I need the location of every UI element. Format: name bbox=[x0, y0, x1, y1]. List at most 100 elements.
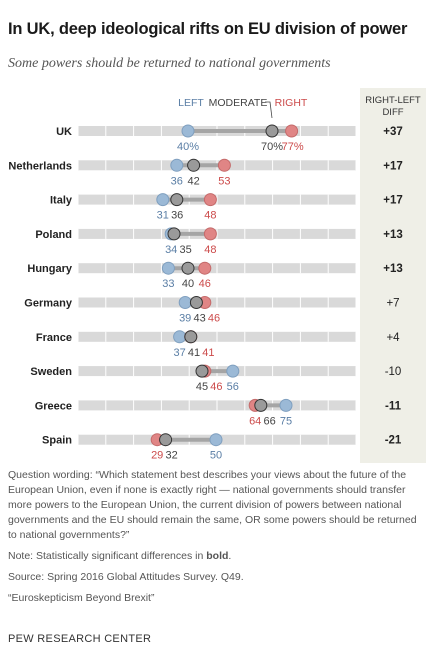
right-value-label: 46 bbox=[210, 381, 222, 393]
moderate-value-label: 70% bbox=[261, 141, 283, 153]
moderate-value-label: 43 bbox=[193, 313, 205, 325]
diff-value: +7 bbox=[386, 298, 399, 310]
country-label: Greece bbox=[35, 400, 72, 412]
right-value-label: 46 bbox=[208, 313, 220, 325]
left-dot bbox=[173, 330, 187, 344]
left-value-label: 36 bbox=[171, 175, 183, 187]
chart-rows: UK 40% 70%77% +37 Netherlands 36 42 53 +17 Italy 3… bbox=[8, 124, 403, 462]
left-value-label: 40% bbox=[177, 141, 199, 153]
diff-value: +17 bbox=[383, 195, 403, 207]
moderate-value-label: 45 bbox=[196, 381, 208, 393]
moderate-dot bbox=[170, 193, 184, 207]
left-dot bbox=[161, 261, 175, 275]
diff-value: -21 bbox=[385, 435, 402, 447]
note-bold-word: bold bbox=[206, 550, 229, 562]
diff-value: +13 bbox=[383, 263, 403, 275]
country-label: Hungary bbox=[27, 263, 73, 275]
legend-left-label: LEFT bbox=[178, 97, 204, 109]
diff-value: +17 bbox=[383, 160, 403, 172]
chart-subtitle: Some powers should be returned to nation… bbox=[8, 56, 331, 71]
diff-value: +13 bbox=[383, 229, 403, 241]
moderate-dot bbox=[195, 364, 209, 378]
right-dot bbox=[198, 261, 212, 275]
legend: LEFT MODERATE RIGHT bbox=[178, 97, 308, 119]
row-poland: Poland 34 35 48 +13 bbox=[35, 227, 403, 256]
country-label: Italy bbox=[50, 195, 73, 207]
row-germany: Germany 39 43 46 +7 bbox=[24, 296, 400, 325]
right-value-label: 48 bbox=[204, 244, 216, 256]
right-value-label: 77% bbox=[282, 141, 304, 153]
right-value-label: 46 bbox=[199, 278, 211, 290]
moderate-dot bbox=[189, 296, 203, 309]
right-value-label: 41 bbox=[202, 347, 214, 359]
note-prefix: Note: Statistically significant differen… bbox=[8, 550, 204, 562]
chart-title: In UK, deep ideological rifts on EU divi… bbox=[8, 20, 408, 38]
right-value-label: 53 bbox=[218, 175, 230, 187]
left-value-label: 39 bbox=[179, 313, 191, 325]
left-value-label: 50 bbox=[210, 450, 222, 462]
right-value-label: 64 bbox=[249, 415, 261, 427]
country-label: UK bbox=[56, 126, 72, 138]
moderate-dot bbox=[159, 433, 173, 447]
country-label: Sweden bbox=[30, 366, 72, 378]
row-italy: Italy 31 36 48 +17 bbox=[50, 193, 403, 222]
moderate-value-label: 35 bbox=[179, 244, 191, 256]
country-label: France bbox=[36, 332, 72, 344]
left-dot bbox=[279, 398, 293, 412]
right-dot bbox=[203, 227, 217, 241]
left-dot bbox=[156, 193, 170, 207]
row-hungary: Hungary 33 40 46 +13 bbox=[27, 261, 403, 290]
question-wording: Question wording: “Which statement best … bbox=[8, 469, 417, 541]
moderate-value-label: 36 bbox=[171, 210, 183, 222]
left-dot bbox=[170, 158, 184, 172]
left-dot bbox=[226, 364, 240, 378]
left-value-label: 31 bbox=[157, 210, 169, 222]
diff-header-line1: RIGHT-LEFT bbox=[365, 95, 421, 106]
moderate-value-label: 66 bbox=[263, 415, 275, 427]
source-line: Source: Spring 2016 Global Attitudes Sur… bbox=[8, 571, 244, 583]
moderate-dot bbox=[184, 330, 198, 344]
moderate-dot bbox=[187, 158, 201, 172]
moderate-dot bbox=[254, 398, 268, 412]
left-value-label: 37 bbox=[173, 347, 185, 359]
diff-value: +37 bbox=[383, 126, 403, 138]
row-uk: UK 40% 70%77% +37 bbox=[56, 124, 403, 153]
moderate-value-label: 41 bbox=[188, 347, 200, 359]
left-value-label: 56 bbox=[227, 381, 239, 393]
left-value-label: 75 bbox=[280, 415, 292, 427]
moderate-dot bbox=[167, 227, 181, 241]
legend-right-label: RIGHT bbox=[275, 97, 308, 109]
moderate-dot bbox=[181, 261, 195, 275]
country-label: Germany bbox=[24, 298, 73, 310]
moderate-value-label: 32 bbox=[165, 450, 177, 462]
moderate-value-label: 42 bbox=[187, 175, 199, 187]
row-sweden: Sweden 45 46 56 -10 bbox=[30, 364, 402, 393]
left-value-label: 34 bbox=[165, 244, 177, 256]
left-dot bbox=[178, 296, 192, 309]
right-dot bbox=[203, 193, 217, 207]
country-label: Poland bbox=[35, 229, 72, 241]
org-name: PEW RESEARCH CENTER bbox=[8, 633, 152, 645]
country-label: Spain bbox=[42, 435, 72, 447]
right-value-label: 48 bbox=[204, 210, 216, 222]
diff-value: -10 bbox=[385, 366, 402, 378]
moderate-value-label: 40 bbox=[182, 278, 194, 290]
right-dot bbox=[285, 124, 299, 138]
right-value-label: 29 bbox=[151, 450, 163, 462]
row-netherlands: Netherlands 36 42 53 +17 bbox=[8, 158, 403, 187]
right-dot bbox=[217, 158, 231, 172]
report-title: “Euroskepticism Beyond Brexit” bbox=[8, 592, 155, 604]
moderate-dot bbox=[265, 124, 279, 138]
left-dot bbox=[181, 124, 195, 138]
diff-value: +4 bbox=[386, 332, 400, 344]
left-value-label: 33 bbox=[162, 278, 174, 290]
left-dot bbox=[209, 433, 223, 447]
country-label: Netherlands bbox=[8, 160, 72, 172]
diff-value: -11 bbox=[385, 400, 402, 412]
dot-range-chart: RIGHT-LEFT DIFF LEFT MODERATE RIGHT UK 40… bbox=[8, 88, 426, 463]
legend-moderate-label: MODERATE bbox=[209, 97, 268, 109]
diff-column-bg bbox=[360, 88, 426, 463]
row-greece: Greece 64 66 75 -11 bbox=[35, 398, 402, 427]
legend-moderate-pointer bbox=[265, 101, 273, 119]
